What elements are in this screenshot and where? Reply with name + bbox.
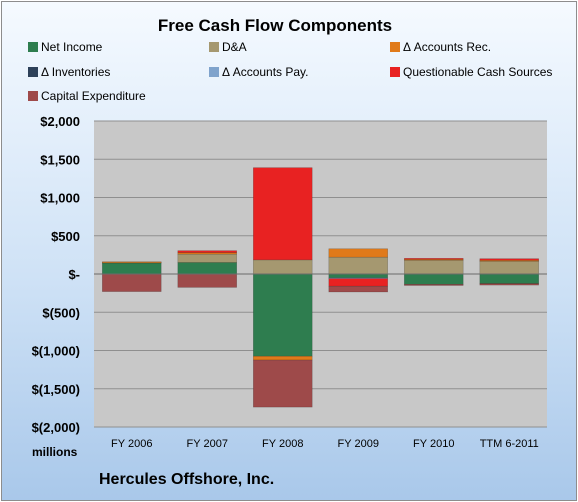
y-tick-label: $(1,500) xyxy=(32,382,80,397)
bar-net-income-fy-2008 xyxy=(253,273,313,357)
chart-title: Free Cash Flow Components xyxy=(157,16,393,35)
legend-item-questionable-cash-sources: Questionable Cash Sources xyxy=(390,64,552,80)
bar-net-income-fy-2006 xyxy=(102,262,162,275)
y-tick-label: $(500) xyxy=(42,305,80,320)
legend-label-inventories: Δ Inventories xyxy=(41,65,111,79)
bar-capital-expenditure-fy-2006 xyxy=(102,273,162,292)
legend-swatch-accounts-rec xyxy=(390,42,400,52)
y-tick-label: $(1,000) xyxy=(32,344,80,359)
y-tick-label: $(2,000) xyxy=(32,420,80,435)
bar-accounts-rec-fy-2008 xyxy=(253,355,313,361)
legend-swatch-d-and-a xyxy=(209,42,219,52)
y-tick-label: $1,500 xyxy=(40,152,80,167)
x-tick-label: FY 2006 xyxy=(111,438,152,450)
bar-d-a-fy-2010 xyxy=(404,259,464,275)
bar-net-income-fy-2010 xyxy=(404,273,464,285)
units-label: millions xyxy=(32,445,78,459)
legend-item-d-and-a: D&A xyxy=(209,39,247,55)
bar-questionable-cash-sources-fy-2010 xyxy=(404,258,464,260)
x-tick-label: TTM 6-2011 xyxy=(480,438,539,450)
company-name: Hercules Offshore, Inc. xyxy=(99,471,275,488)
legend-label-capital-expenditure: Capital Expenditure xyxy=(41,89,146,103)
legend-item-accounts-pay: Δ Accounts Pay. xyxy=(209,64,309,80)
bar-questionable-cash-sources-fy-2007 xyxy=(177,250,237,253)
x-tick-label: FY 2008 xyxy=(262,438,303,450)
legend-label-accounts-rec: Δ Accounts Rec. xyxy=(403,40,492,54)
legend-item-inventories: Δ Inventories xyxy=(28,64,110,80)
legend-label-d-and-a: D&A xyxy=(222,40,247,54)
bar-questionable-cash-sources-fy-2008 xyxy=(253,167,313,261)
bar-capital-expenditure-ttm-6-2011 xyxy=(479,283,539,286)
legend-label-accounts-pay: Δ Accounts Pay. xyxy=(222,65,309,79)
bar-capital-expenditure-fy-2010 xyxy=(404,284,464,286)
x-tick-label: FY 2007 xyxy=(187,438,228,450)
bar-accounts-rec-fy-2006 xyxy=(102,261,162,264)
legend-label-questionable-cash-sources: Questionable Cash Sources xyxy=(403,65,553,79)
bar-capital-expenditure-fy-2009 xyxy=(328,285,388,293)
legend-swatch-questionable-cash-sources xyxy=(390,67,400,77)
legend-item-accounts-rec: Δ Accounts Rec. xyxy=(390,39,491,55)
x-tick-label: FY 2009 xyxy=(338,438,379,450)
bar-d-a-fy-2009 xyxy=(328,256,388,275)
legend-swatch-accounts-pay xyxy=(209,67,219,77)
y-tick-label: $- xyxy=(68,267,80,282)
bar-capital-expenditure-fy-2007 xyxy=(177,273,237,288)
legend-item-capital-expenditure: Capital Expenditure xyxy=(28,88,146,104)
y-tick-label: $1,000 xyxy=(40,191,80,206)
y-tick-label: $500 xyxy=(51,229,80,244)
legend-label-net-income: Net Income xyxy=(41,40,103,54)
bar-capital-expenditure-fy-2008 xyxy=(253,359,313,408)
bar-questionable-cash-sources-ttm-6-2011 xyxy=(479,258,539,261)
bar-net-income-fy-2009 xyxy=(328,273,388,279)
legend-item-net-income: Net Income xyxy=(28,39,102,55)
legend-swatch-capital-expenditure xyxy=(28,91,38,101)
bar-d-a-fy-2007 xyxy=(177,253,237,263)
bar-accounts-rec-fy-2009 xyxy=(328,248,388,258)
legend-swatch-inventories xyxy=(28,67,38,77)
bar-net-income-ttm-6-2011 xyxy=(479,273,539,284)
bar-questionable-cash-sources-fy-2009 xyxy=(328,278,388,287)
bar-net-income-fy-2007 xyxy=(177,262,237,275)
y-tick-label: $2,000 xyxy=(40,114,80,129)
x-tick-label: FY 2010 xyxy=(413,438,454,450)
bar-d-a-fy-2008 xyxy=(253,259,313,275)
bar-d-a-ttm-6-2011 xyxy=(479,260,539,275)
legend-swatch-net-income xyxy=(28,42,38,52)
